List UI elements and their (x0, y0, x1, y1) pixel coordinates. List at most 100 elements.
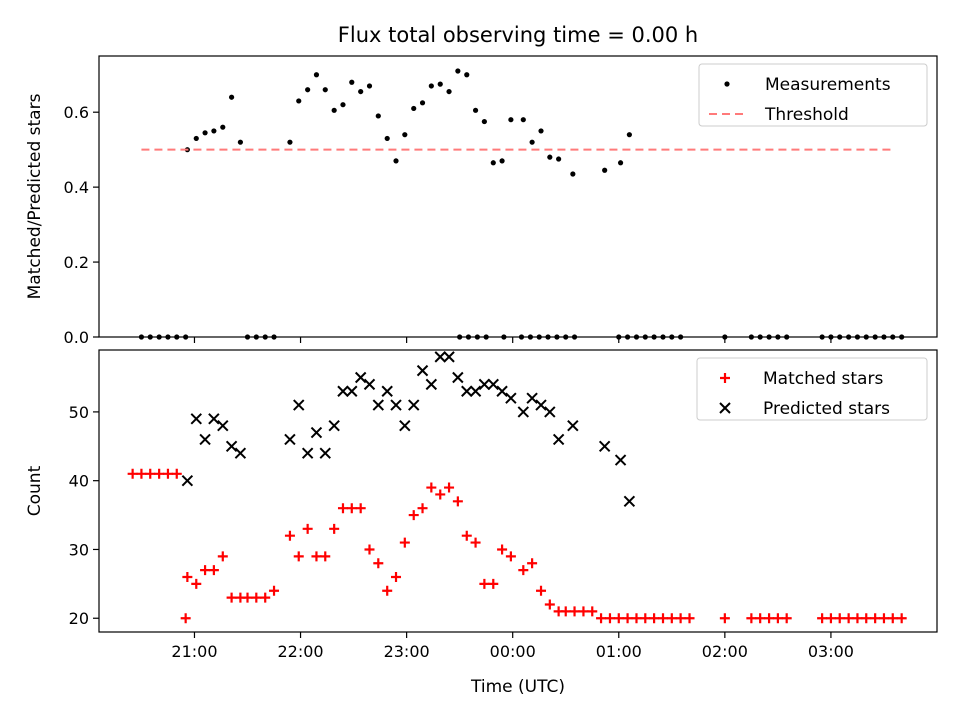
count-y-tick-label: 20 (69, 609, 89, 628)
x-tick-label: 00:00 (490, 642, 536, 661)
measurements-point (271, 334, 277, 340)
matched-stars-point (444, 482, 455, 493)
predicted-stars-point (614, 454, 627, 466)
measurements-point (669, 334, 675, 340)
count-legend: Matched stars Predicted stars (696, 357, 928, 421)
matched-stars-point (684, 613, 695, 624)
matched-stars-point (154, 468, 165, 479)
matched-stars-point (355, 503, 366, 514)
x-tick-label: 21:00 (171, 642, 217, 661)
x-tick-label: 22:00 (277, 642, 323, 661)
measurements-point (547, 154, 553, 160)
measurements-point (545, 334, 551, 340)
measurements-point (296, 98, 302, 104)
ratio-y-axis-label: Matched/Predicted stars (25, 93, 45, 299)
predicted-stars-point (452, 371, 464, 384)
measurements-point (262, 334, 268, 340)
matched-stars-point (435, 489, 446, 500)
predicted-stars-point (301, 447, 314, 459)
measurements-point (766, 334, 772, 340)
measurements-point (617, 160, 624, 166)
count-y-tick-label: 40 (69, 472, 89, 491)
predicted-stars-point (487, 378, 499, 391)
matched-stars-point (260, 592, 271, 603)
measurements-point (193, 135, 199, 142)
measurements-point (642, 334, 648, 340)
matched-stars-point (878, 613, 889, 624)
matched-stars-point (242, 592, 253, 603)
measurements-point (287, 139, 293, 145)
predicted-stars-point (319, 447, 331, 459)
predicted-stars-point (399, 419, 411, 432)
measurements-point (571, 334, 578, 340)
measurements-point (331, 107, 337, 113)
matched-stars-point (364, 544, 375, 555)
matched-stars-point (518, 565, 529, 576)
matched-stars-point (417, 503, 428, 514)
matched-stars-point (337, 503, 348, 514)
measurements-point (349, 79, 355, 85)
ratio-data (138, 68, 905, 340)
measurements-point (678, 334, 684, 340)
matched-stars-point (596, 613, 607, 624)
matched-stars-point (145, 468, 156, 479)
matched-stars-point (136, 468, 147, 479)
matched-stars-point (182, 571, 193, 582)
matched-stars-point (649, 613, 660, 624)
measurements-point (446, 88, 452, 95)
predicted-stars-point (363, 378, 376, 391)
x-tick-label: 03:00 (808, 642, 854, 661)
x-tick-label: 02:00 (702, 642, 748, 661)
measurements-point (253, 334, 259, 340)
measurements-point (846, 334, 852, 340)
matched-stars-point (746, 613, 757, 624)
legend-threshold-label: Threshold (764, 105, 849, 125)
measurements-point (483, 334, 489, 340)
predicted-stars-point (284, 433, 296, 446)
matched-stars-point (346, 503, 357, 514)
matched-stars-point (631, 613, 642, 624)
matched-stars-point (329, 523, 340, 534)
count-legend-box (696, 357, 928, 421)
matched-stars-point (658, 613, 669, 624)
measurements-point (457, 334, 463, 340)
predicted-stars-point (496, 385, 508, 397)
matched-stars-point (408, 510, 419, 521)
matched-stars-point (772, 613, 783, 624)
measurements-point (183, 334, 189, 340)
matched-stars-point (200, 565, 211, 576)
matched-stars-point (251, 592, 262, 603)
matched-stars-point (452, 496, 463, 507)
measurements-point (616, 334, 622, 340)
measurements-point (244, 334, 251, 340)
predicted-stars-point (544, 406, 556, 418)
matched-stars-point (426, 482, 437, 493)
predicted-stars-point (567, 419, 579, 432)
measurements-point (520, 117, 526, 123)
x-axis-label: Time (UTC) (470, 677, 565, 697)
measurements-point (624, 334, 631, 340)
matched-stars-point (825, 613, 836, 624)
predicted-stars-point (408, 399, 420, 411)
measurements-point (757, 334, 763, 340)
measurements-point (722, 334, 728, 340)
predicted-stars-point (190, 413, 202, 425)
predicted-stars-point (381, 385, 393, 397)
predicted-stars-point (346, 385, 358, 397)
predicted-stars-point (535, 399, 547, 411)
matched-stars-point (834, 613, 845, 624)
predicted-stars-point (372, 399, 385, 411)
matched-stars-point (622, 613, 633, 624)
measurements-point (837, 334, 843, 340)
measurements-point (554, 334, 560, 340)
matched-stars-point (870, 613, 881, 624)
predicted-stars-point (469, 385, 482, 397)
matched-stars-point (373, 558, 384, 569)
matched-stars-point (461, 530, 472, 541)
legend-matched-stars-swatch (720, 373, 730, 383)
matched-stars-point (302, 523, 313, 534)
predicted-stars-point (337, 385, 349, 397)
measurements-point (527, 334, 534, 340)
measurements-point (437, 81, 443, 87)
matched-stars-point (536, 585, 547, 596)
